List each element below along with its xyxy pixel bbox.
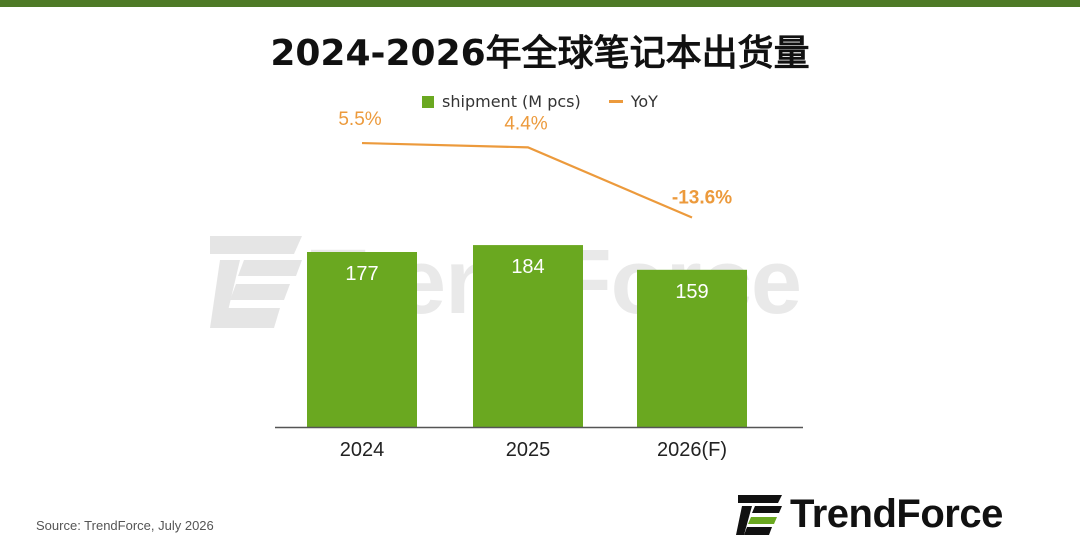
x-tick-label: 2026(F) [657,439,727,461]
legend-swatch-yoy [608,100,623,103]
bar-2025 [473,245,583,427]
bar-2026(F) [637,269,747,427]
brand-logo: TrendForce [736,492,1003,537]
legend-label-shipment: shipment (M pcs) [442,92,581,111]
x-tick-label: 2025 [506,439,551,461]
chart-legend: shipment (M pcs) YoY [0,92,1080,111]
source-note: Source: TrendForce, July 2026 [36,518,214,533]
bar-value-label: 177 [345,263,378,285]
yoy-value-label: 5.5% [338,109,381,130]
bar-value-label: 159 [675,281,708,303]
yoy-line [361,141,693,219]
legend-swatch-shipment [422,95,435,108]
bar-2024 [307,252,417,427]
top-accent-bar [0,0,1080,7]
logo-text: TrendForce [790,492,1003,536]
yoy-value-label: -13.6% [672,188,732,209]
legend-item-yoy: YoY [608,92,658,111]
watermark-logo-icon [210,236,302,328]
chart-title: 2024-2026年全球笔记本出货量 [270,33,810,74]
bar-value-label: 184 [511,256,544,278]
legend-item-shipment: shipment (M pcs) [422,92,581,111]
trendforce-logo-icon [736,494,782,535]
yoy-value-label: 4.4% [504,113,547,134]
x-tick-label: 2024 [340,439,385,461]
legend-label-yoy: YoY [630,92,658,111]
